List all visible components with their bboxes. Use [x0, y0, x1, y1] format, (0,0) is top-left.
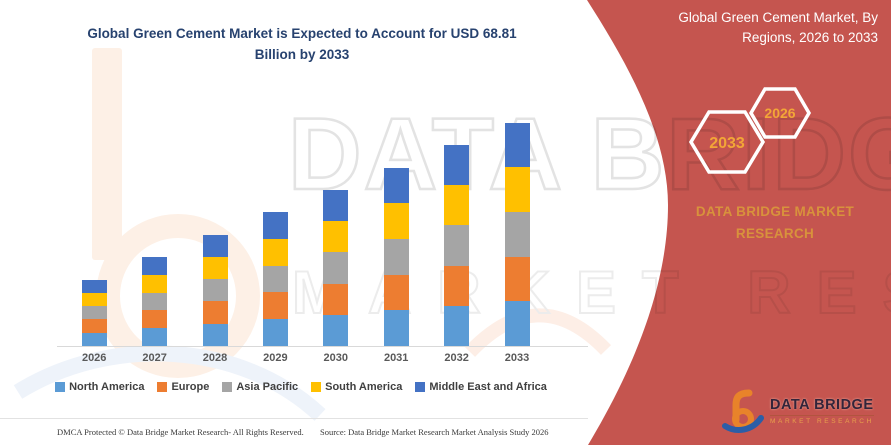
hexagon-2033: [688, 110, 766, 174]
x-axis-label-2030: 2030: [323, 352, 349, 364]
dbmr-logo-name: DATA BRIDGE: [770, 397, 874, 416]
bar-segment-south-america: [444, 185, 470, 226]
legend-label-europe: Europe: [171, 381, 210, 393]
legend-item-europe: Europe: [157, 381, 209, 393]
bar-2033: 2033: [504, 122, 530, 364]
legend-swatch-south-america: [311, 382, 322, 392]
chart-legend: North America Europe Asia Pacific South Ame…: [8, 381, 594, 393]
bar-segment-south-america: [323, 221, 349, 253]
red-panel-shape: [587, 0, 891, 445]
bar-segment-middle-east-and-africa: [323, 190, 349, 222]
bar-segment-north-america: [262, 319, 288, 346]
bar-segment-middle-east-and-africa: [81, 279, 107, 293]
source-note: Source: Data Bridge Market Research Mark…: [320, 427, 549, 437]
x-axis-label-2026: 2026: [81, 352, 107, 364]
bar-segment-south-america: [202, 256, 228, 280]
legend-item-middle-east-and-africa: Middle East and Africa: [415, 381, 547, 393]
bar-2026: 2026: [81, 279, 107, 364]
bar-segment-south-america: [383, 203, 409, 239]
x-axis-label-2033: 2033: [504, 352, 530, 364]
legend-item-south-america: South America: [311, 381, 402, 393]
bar-segment-europe: [504, 256, 530, 302]
bar-segment-south-america: [504, 167, 530, 212]
legend-swatch-europe: [157, 382, 168, 392]
dbmr-logo: DATA BRIDGE MARKET RESEARCH: [722, 388, 874, 434]
legend-item-north-america: North America: [55, 381, 144, 393]
bar-segment-south-america: [262, 238, 288, 266]
dbmr-logo-icon: [722, 389, 764, 433]
x-axis-label-2032: 2032: [444, 352, 469, 364]
bar-segment-asia-pacific: [444, 225, 470, 266]
bar-segment-asia-pacific: [202, 279, 228, 302]
bar-segment-asia-pacific: [323, 252, 349, 284]
legend-swatch-north-america: [55, 382, 66, 392]
bar-segment-north-america: [444, 305, 470, 346]
bar-segment-middle-east-and-africa: [504, 122, 530, 168]
plot-area: 2026 2027 2028 2029 2030 2031 2032 2033: [57, 100, 588, 364]
bar-segment-south-america: [142, 274, 168, 293]
bar-segment-middle-east-and-africa: [142, 257, 168, 275]
legend-label-north-america: North America: [69, 381, 145, 393]
bar-segment-middle-east-and-africa: [383, 167, 409, 204]
bar-segment-europe: [383, 274, 409, 311]
hexagon-2026: [748, 87, 812, 139]
bar-segment-middle-east-and-africa: [202, 234, 228, 257]
footer-divider: [0, 418, 588, 419]
bar-segment-europe: [202, 301, 228, 324]
bar-2027: 2027: [142, 257, 168, 364]
bar-segment-europe: [81, 319, 107, 333]
dmca-notice: DMCA Protected © Data Bridge Market Rese…: [57, 427, 304, 437]
bar-segment-middle-east-and-africa: [444, 145, 470, 186]
bar-segment-europe: [142, 310, 168, 329]
hexagon-2033-label: 2033: [709, 135, 745, 152]
chart-title: Global Green Cement Market is Expected t…: [87, 26, 517, 62]
bar-2031: 2031: [383, 167, 409, 364]
bar-2029: 2029: [262, 212, 288, 364]
bar-segment-europe: [262, 292, 288, 320]
legend-swatch-asia-pacific: [222, 382, 233, 392]
bar-segment-north-america: [323, 314, 349, 346]
x-axis-label-2031: 2031: [383, 352, 409, 364]
bar-segment-asia-pacific: [504, 211, 530, 257]
bar-segment-asia-pacific: [383, 238, 409, 275]
bar-segment-north-america: [142, 328, 168, 346]
bar-2030: 2030: [323, 190, 349, 364]
bar-segment-europe: [323, 283, 349, 315]
bar-segment-middle-east-and-africa: [262, 212, 288, 239]
dbmr-logo-subtitle: MARKET RESEARCH: [770, 418, 874, 425]
bar-2028: 2028: [202, 234, 228, 364]
bar-segment-north-america: [383, 310, 409, 346]
legend-label-middle-east-and-africa: Middle East and Africa: [429, 381, 547, 393]
bar-segment-north-america: [504, 301, 530, 346]
legend-label-south-america: South America: [325, 381, 403, 393]
bar-segment-north-america: [202, 323, 228, 346]
panel-title: Global Green Cement Market, By Regions, …: [678, 10, 878, 45]
dbmr-logo-text: DATA BRIDGE MARKET RESEARCH: [770, 397, 874, 425]
x-axis-label-2029: 2029: [263, 352, 288, 364]
x-axis-label-2027: 2027: [142, 352, 167, 364]
legend-swatch-middle-east-and-africa: [415, 382, 426, 392]
bar-segment-asia-pacific: [81, 306, 107, 320]
brand-wordmark: DATA BRIDGE MARKET RESEARCH: [695, 204, 855, 241]
year-hexagons: 2033 2026: [688, 87, 812, 174]
x-axis-label-2028: 2028: [202, 352, 228, 364]
bar-2032: 2032: [444, 145, 470, 364]
legend-item-asia-pacific: Asia Pacific: [222, 381, 298, 393]
bar-segment-asia-pacific: [262, 265, 288, 293]
bar-segment-south-america: [81, 292, 107, 307]
hexagon-2026-label: 2026: [764, 105, 795, 121]
bar-segment-europe: [444, 265, 470, 306]
bar-segment-north-america: [81, 332, 107, 346]
legend-label-asia-pacific: Asia Pacific: [236, 381, 299, 393]
bar-segment-asia-pacific: [142, 292, 168, 311]
